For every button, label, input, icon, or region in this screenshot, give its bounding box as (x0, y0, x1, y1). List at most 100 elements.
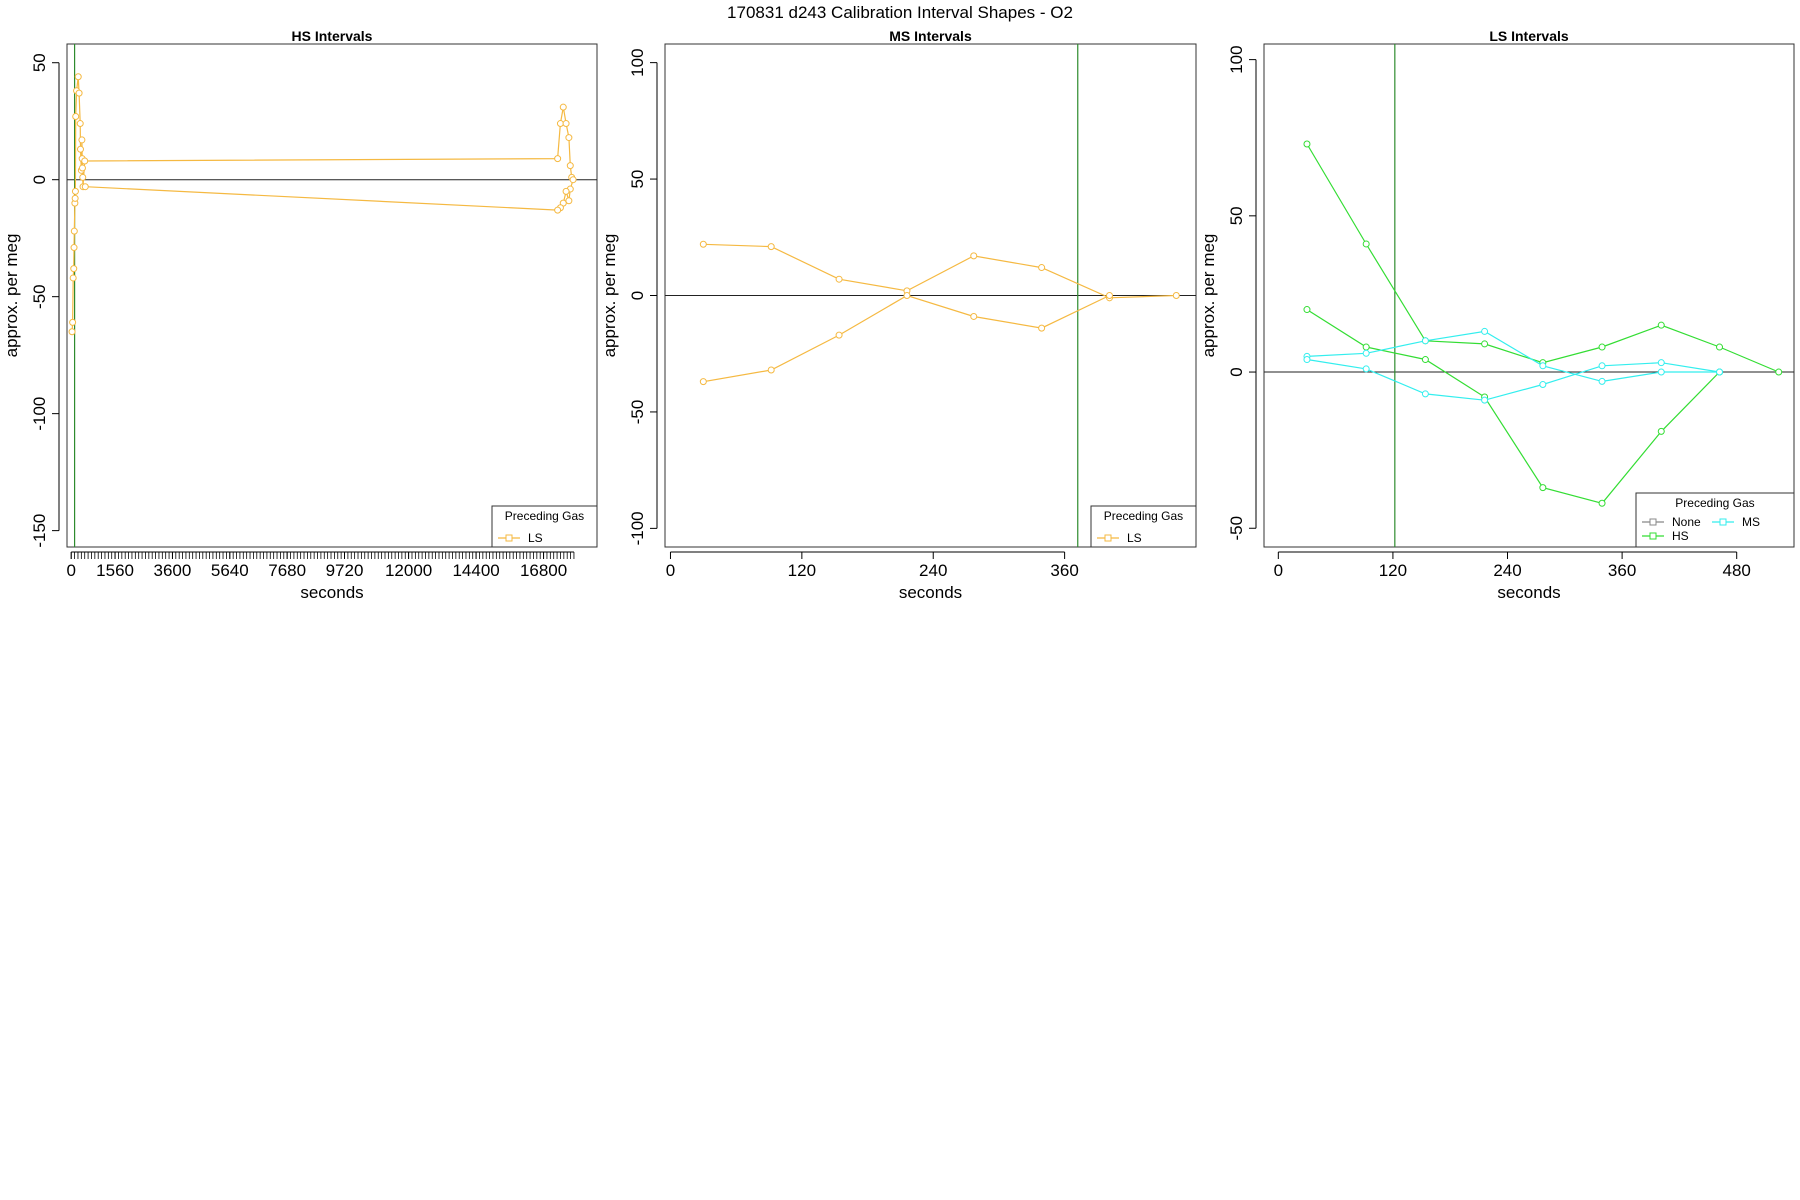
x-tick-label: 16800 (520, 561, 567, 580)
data-point (565, 134, 573, 142)
series-line (71, 76, 574, 332)
data-point (1172, 292, 1180, 299)
data-point (970, 312, 978, 320)
data-point (71, 187, 79, 195)
y-tick-label: -50 (30, 284, 49, 309)
series-line (1306, 309, 1720, 504)
data-point (1657, 321, 1665, 329)
panel-title: MS Intervals (889, 28, 972, 44)
data-point (72, 113, 80, 121)
series-line (1306, 143, 1779, 373)
legend-label: MS (1742, 515, 1760, 529)
legend-label: LS (1127, 531, 1142, 545)
data-point (565, 197, 573, 205)
data-point (562, 120, 570, 128)
y-tick-label: 50 (1227, 206, 1246, 225)
legend-label: HS (1672, 529, 1689, 543)
y-axis-label: approx. per meg (2, 234, 21, 358)
y-tick-label: 0 (30, 175, 49, 184)
series-ls (68, 73, 577, 336)
data-point (1362, 365, 1370, 373)
data-point (75, 89, 83, 97)
legend-title: Preceding Gas (1675, 496, 1754, 510)
y-tick-label: 100 (628, 48, 647, 76)
data-point (554, 206, 562, 214)
data-point (69, 274, 77, 282)
legend: Preceding Gas LS (1090, 505, 1197, 548)
series-line (703, 243, 1177, 299)
data-point (970, 252, 978, 260)
series-ls (699, 292, 1114, 386)
data-point (1657, 368, 1665, 376)
data-point (68, 328, 76, 336)
data-point (554, 155, 562, 163)
data-point (559, 103, 567, 111)
data-point (70, 244, 78, 252)
legend-swatch-marker (1649, 532, 1657, 540)
data-point (835, 331, 843, 339)
legend: Preceding Gas None MS HS (1635, 492, 1795, 548)
series-ms (1303, 356, 1724, 404)
y-tick-label: -100 (30, 397, 49, 431)
y-tick-label: 50 (30, 53, 49, 72)
series-ls (699, 240, 1180, 302)
x-tick-label: 0 (1274, 561, 1283, 580)
data-point (1421, 337, 1429, 345)
legend-swatch-marker (1104, 534, 1112, 542)
x-tick-label: 240 (1493, 561, 1521, 580)
panel-title: LS Intervals (1489, 28, 1569, 44)
data-point (78, 136, 86, 144)
data-point (1481, 340, 1489, 348)
legend-label: LS (528, 531, 543, 545)
data-point (1303, 356, 1311, 364)
x-tick-label: 120 (788, 561, 816, 580)
legend-swatch-marker (1649, 518, 1657, 526)
data-point (1362, 343, 1370, 351)
data-point (70, 227, 78, 235)
series-line (703, 294, 1110, 383)
data-point (1598, 362, 1606, 370)
data-point (1716, 343, 1724, 351)
y-tick-label: 50 (628, 170, 647, 189)
y-tick-label: -50 (1227, 516, 1246, 541)
legend-box (1635, 492, 1795, 548)
y-axis-label: approx. per meg (600, 234, 619, 358)
y-axis-label: approx. per meg (1199, 234, 1218, 358)
data-point (903, 292, 911, 299)
x-tick-label: 3600 (154, 561, 192, 580)
series-line (1306, 330, 1720, 383)
data-point (1303, 306, 1311, 314)
data-point (1106, 292, 1114, 299)
data-point (699, 378, 707, 386)
data-point (1362, 240, 1370, 248)
data-point (1539, 484, 1547, 492)
data-point (76, 145, 84, 153)
y-tick-label: -150 (30, 514, 49, 548)
x-tick-label: 360 (1608, 561, 1636, 580)
series-hs (1303, 140, 1783, 376)
panel-title: HS Intervals (292, 28, 373, 44)
legend-title: Preceding Gas (505, 509, 584, 523)
data-point (1481, 396, 1489, 404)
data-point (1421, 390, 1429, 398)
chart-panel-3: LS Intervals 100 50 0 -50 approx. per meg 0 120… (1199, 28, 1795, 602)
y-tick-label: -50 (628, 400, 647, 425)
plot-frame (66, 43, 598, 548)
series-ms (1303, 327, 1724, 385)
x-tick-label: 360 (1050, 561, 1078, 580)
data-point (1598, 343, 1606, 351)
x-tick-label: 7680 (268, 561, 306, 580)
data-point (1539, 362, 1547, 370)
x-tick-label: 1560 (96, 561, 134, 580)
data-point (1481, 327, 1489, 335)
x-axis-label: seconds (300, 583, 363, 602)
y-tick-label: 0 (628, 291, 647, 300)
data-point (81, 183, 89, 191)
legend-swatch-marker (505, 534, 513, 542)
data-point (835, 275, 843, 283)
data-point (78, 164, 86, 172)
y-tick-label: -100 (628, 511, 647, 545)
x-tick-label: 0 (66, 561, 75, 580)
x-tick-label: 12000 (385, 561, 432, 580)
